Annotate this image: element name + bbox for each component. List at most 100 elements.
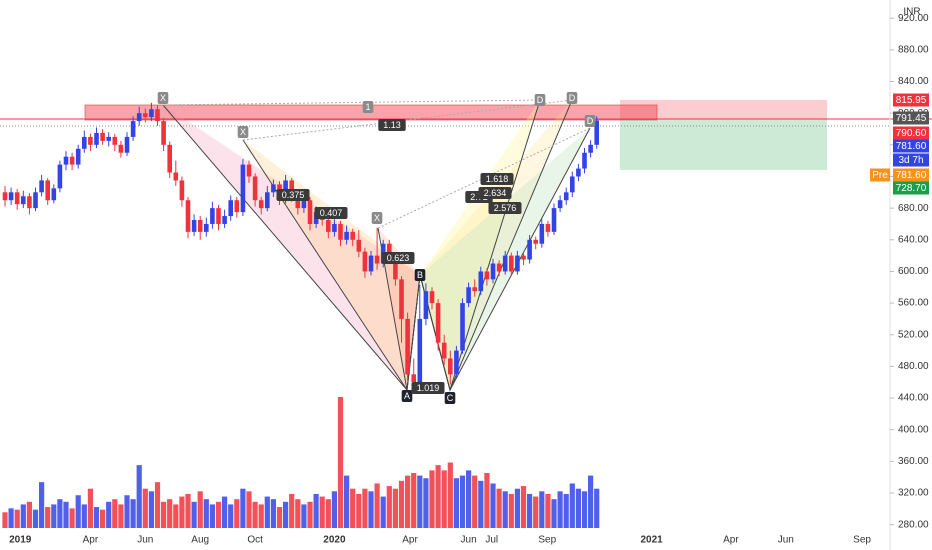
candle-body	[521, 255, 526, 260]
y-tick-label: 400.00	[898, 424, 929, 435]
annotation-label: 2.576	[494, 203, 517, 213]
candle-body	[27, 196, 32, 209]
candle-body	[490, 263, 496, 280]
annotation-box	[488, 202, 522, 214]
volume-bar	[264, 496, 270, 528]
volume-bar	[222, 496, 228, 528]
candle-body	[393, 255, 398, 280]
volume-bar	[246, 491, 252, 528]
x-tick-label: Oct	[247, 535, 263, 546]
annotation-box	[411, 382, 445, 394]
volume-bar	[179, 496, 185, 528]
volume-bar	[484, 472, 490, 528]
annotation-box	[362, 101, 374, 113]
price-tag: 790.60	[896, 128, 927, 139]
volume-bar	[112, 499, 118, 528]
ratio-line	[162, 99, 541, 106]
stop-zone	[620, 100, 827, 120]
candle-body	[88, 136, 93, 145]
candle-body	[496, 263, 502, 272]
x-tick-label: Apr	[83, 535, 99, 546]
y-tick-label: 920.00	[898, 13, 929, 24]
volume-bar	[551, 499, 557, 528]
annotation-label: 1.019	[417, 383, 440, 393]
volume-bar	[270, 499, 277, 528]
volume-bar	[185, 493, 191, 528]
candle-body	[57, 164, 63, 189]
candle-body	[509, 255, 514, 272]
candle-body	[557, 200, 563, 209]
volume-bar	[240, 488, 246, 528]
volume-bar	[100, 509, 106, 528]
volume-bar	[466, 470, 472, 528]
candle-body	[246, 164, 252, 177]
volume-bar	[331, 491, 338, 528]
volume-bar	[215, 501, 222, 528]
volume-bar	[581, 491, 588, 528]
annotation-label: X	[160, 93, 166, 103]
ratio-line	[242, 99, 573, 141]
volume-bar	[197, 491, 203, 528]
volume-bar	[313, 493, 319, 528]
candle-body	[588, 144, 593, 153]
annotation-label: D	[537, 95, 544, 105]
volume-bar	[276, 507, 283, 528]
candle-body	[301, 200, 307, 209]
candle-body	[210, 208, 215, 224]
volume-bar	[234, 499, 240, 528]
volume-bar	[258, 504, 264, 528]
y-tick-label: 520.00	[898, 329, 929, 340]
candle-body	[362, 251, 368, 272]
harmonic-patterns	[162, 99, 591, 392]
candle-body	[307, 200, 313, 224]
price-tag-box	[893, 93, 929, 107]
volume-bar	[228, 504, 234, 528]
y-tick-label: 600.00	[898, 266, 929, 277]
annotation-box	[378, 119, 406, 131]
candle-body	[466, 287, 471, 304]
annotation-label: X	[374, 213, 380, 223]
x-tick-label: Sep	[538, 535, 556, 546]
y-tick-label: 840.00	[898, 76, 929, 87]
candle-body	[472, 287, 478, 292]
volume-bar	[39, 482, 45, 528]
volume-bar	[508, 493, 514, 528]
volume-bar	[167, 499, 173, 528]
volume-bar	[453, 478, 460, 528]
volume-bar	[142, 488, 148, 528]
candle-body	[124, 136, 130, 153]
volume-bar	[441, 470, 447, 528]
annotation-label: 1	[365, 102, 370, 112]
y-tick-label: 280.00	[898, 519, 929, 530]
price-tag-box	[893, 139, 929, 153]
volume-bar	[319, 496, 325, 528]
candle-body	[594, 120, 600, 145]
pattern-bcd	[420, 100, 572, 390]
volume-bar	[2, 512, 8, 528]
annotation-box	[371, 212, 383, 224]
annotation-label: D	[569, 93, 576, 103]
candle-body	[289, 180, 295, 197]
volume-bar	[502, 491, 508, 528]
candle-body	[411, 374, 417, 383]
annotations: X X X A B C D D D 1 1.13 0.375 0.407 0.623 1.019 1.618 2…	[157, 92, 596, 404]
pattern-bcd	[420, 100, 540, 390]
volume-bar	[75, 495, 81, 528]
candle-body	[45, 180, 51, 201]
price-tag-prefix: Pre	[872, 170, 888, 181]
price-tag-box	[893, 153, 929, 167]
candle-body	[539, 223, 545, 244]
volume-bar	[594, 488, 600, 528]
annotation-label: A	[404, 391, 410, 401]
volume-bar	[459, 475, 466, 528]
volume-bar	[87, 488, 94, 528]
candle-body	[228, 200, 234, 217]
x-tick-label: Jun	[778, 535, 794, 546]
pattern-xab	[243, 140, 420, 390]
volume-bar	[374, 483, 380, 528]
x-tick-label: Jun	[461, 535, 477, 546]
volume-bar	[252, 501, 258, 528]
volume-bar	[575, 488, 582, 528]
annotation-box	[381, 252, 415, 264]
